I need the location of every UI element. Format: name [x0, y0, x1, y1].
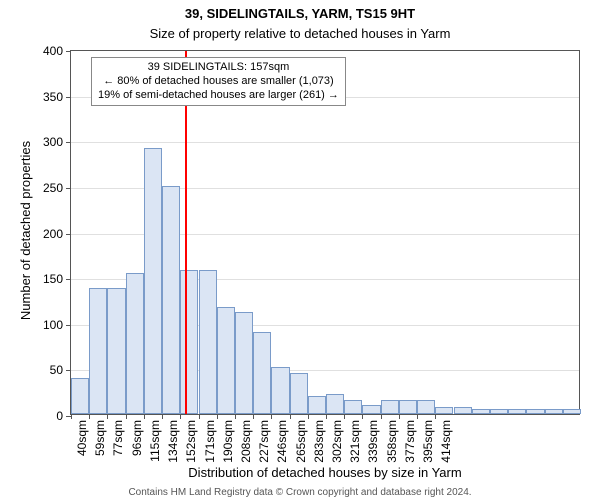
- histogram-bar: [217, 307, 235, 414]
- x-tick-label: 377sqm: [403, 420, 417, 463]
- x-tick-label: 395sqm: [421, 420, 435, 463]
- histogram-bar: [362, 405, 380, 414]
- x-tick-mark: [217, 414, 218, 419]
- y-tick-label: 0: [56, 409, 71, 423]
- histogram-bar: [235, 312, 253, 414]
- x-tick-mark: [362, 414, 363, 419]
- histogram-bar: [290, 373, 308, 414]
- annotation-line: 19% of semi-detached houses are larger (…: [98, 89, 339, 103]
- y-tick-label: 300: [43, 135, 71, 149]
- x-tick-mark: [180, 414, 181, 419]
- histogram-bar: [472, 409, 490, 414]
- histogram-bar: [107, 288, 125, 414]
- y-tick-label: 200: [43, 227, 71, 241]
- x-tick-mark: [235, 414, 236, 419]
- histogram-bar: [162, 186, 180, 414]
- x-tick-label: 152sqm: [184, 420, 198, 463]
- histogram-bar: [271, 367, 289, 414]
- chart-plot-area: 39 SIDELINGTAILS: 157sqm← 80% of detache…: [70, 50, 580, 415]
- histogram-bar: [399, 400, 417, 414]
- x-tick-label: 208sqm: [239, 420, 253, 463]
- histogram-bar: [563, 409, 581, 414]
- x-tick-mark: [381, 414, 382, 419]
- x-tick-mark: [253, 414, 254, 419]
- x-tick-mark: [107, 414, 108, 419]
- x-tick-mark: [435, 414, 436, 419]
- x-tick-mark: [199, 414, 200, 419]
- y-tick-label: 50: [50, 363, 71, 377]
- x-tick-label: 59sqm: [93, 420, 107, 456]
- x-tick-label: 171sqm: [203, 420, 217, 463]
- footer-copyright-1: Contains HM Land Registry data © Crown c…: [0, 487, 600, 498]
- histogram-bar: [144, 148, 162, 414]
- histogram-bar: [526, 409, 544, 414]
- y-tick-label: 250: [43, 181, 71, 195]
- x-tick-mark: [71, 414, 72, 419]
- gridline: [71, 142, 579, 143]
- x-tick-label: 283sqm: [312, 420, 326, 463]
- histogram-bar: [545, 409, 563, 414]
- x-tick-label: 40sqm: [75, 420, 89, 456]
- x-tick-label: 227sqm: [257, 420, 271, 463]
- histogram-bar: [253, 332, 271, 414]
- annotation-line: ← 80% of detached houses are smaller (1,…: [98, 75, 339, 89]
- x-tick-mark: [144, 414, 145, 419]
- histogram-bar: [180, 270, 198, 414]
- histogram-bar: [508, 409, 526, 414]
- x-tick-label: 246sqm: [275, 420, 289, 463]
- x-tick-mark: [417, 414, 418, 419]
- histogram-bar: [490, 409, 508, 414]
- histogram-bar: [126, 273, 144, 414]
- x-tick-label: 339sqm: [366, 420, 380, 463]
- histogram-bar: [308, 396, 326, 414]
- x-tick-mark: [271, 414, 272, 419]
- histogram-bar: [326, 394, 344, 414]
- y-tick-label: 350: [43, 90, 71, 104]
- annotation-box: 39 SIDELINGTAILS: 157sqm← 80% of detache…: [91, 57, 346, 106]
- x-tick-mark: [308, 414, 309, 419]
- x-tick-mark: [126, 414, 127, 419]
- histogram-bar: [454, 407, 472, 414]
- x-tick-label: 414sqm: [439, 420, 453, 463]
- x-tick-label: 134sqm: [166, 420, 180, 463]
- histogram-bar: [417, 400, 435, 414]
- annotation-line: 39 SIDELINGTAILS: 157sqm: [98, 61, 339, 75]
- x-tick-label: 302sqm: [330, 420, 344, 463]
- x-axis-label: Distribution of detached houses by size …: [70, 465, 580, 480]
- x-tick-mark: [344, 414, 345, 419]
- x-tick-label: 96sqm: [130, 420, 144, 456]
- y-axis-label: Number of detached properties: [18, 48, 33, 413]
- histogram-bar: [381, 400, 399, 414]
- x-tick-label: 265sqm: [294, 420, 308, 463]
- x-tick-mark: [399, 414, 400, 419]
- chart-title-address: 39, SIDELINGTAILS, YARM, TS15 9HT: [0, 6, 600, 21]
- histogram-bar: [344, 400, 362, 414]
- x-tick-mark: [89, 414, 90, 419]
- x-tick-label: 358sqm: [385, 420, 399, 463]
- x-tick-mark: [290, 414, 291, 419]
- x-tick-mark: [326, 414, 327, 419]
- histogram-bar: [71, 378, 89, 415]
- histogram-bar: [435, 407, 453, 414]
- y-tick-label: 100: [43, 318, 71, 332]
- x-tick-label: 77sqm: [111, 420, 125, 456]
- y-tick-label: 400: [43, 44, 71, 58]
- x-tick-label: 115sqm: [148, 420, 162, 462]
- x-tick-mark: [162, 414, 163, 419]
- x-tick-label: 321sqm: [348, 420, 362, 463]
- y-tick-label: 150: [43, 272, 71, 286]
- histogram-bar: [199, 270, 217, 414]
- chart-title-desc: Size of property relative to detached ho…: [0, 26, 600, 41]
- histogram-bar: [89, 288, 107, 414]
- x-tick-label: 190sqm: [221, 420, 235, 463]
